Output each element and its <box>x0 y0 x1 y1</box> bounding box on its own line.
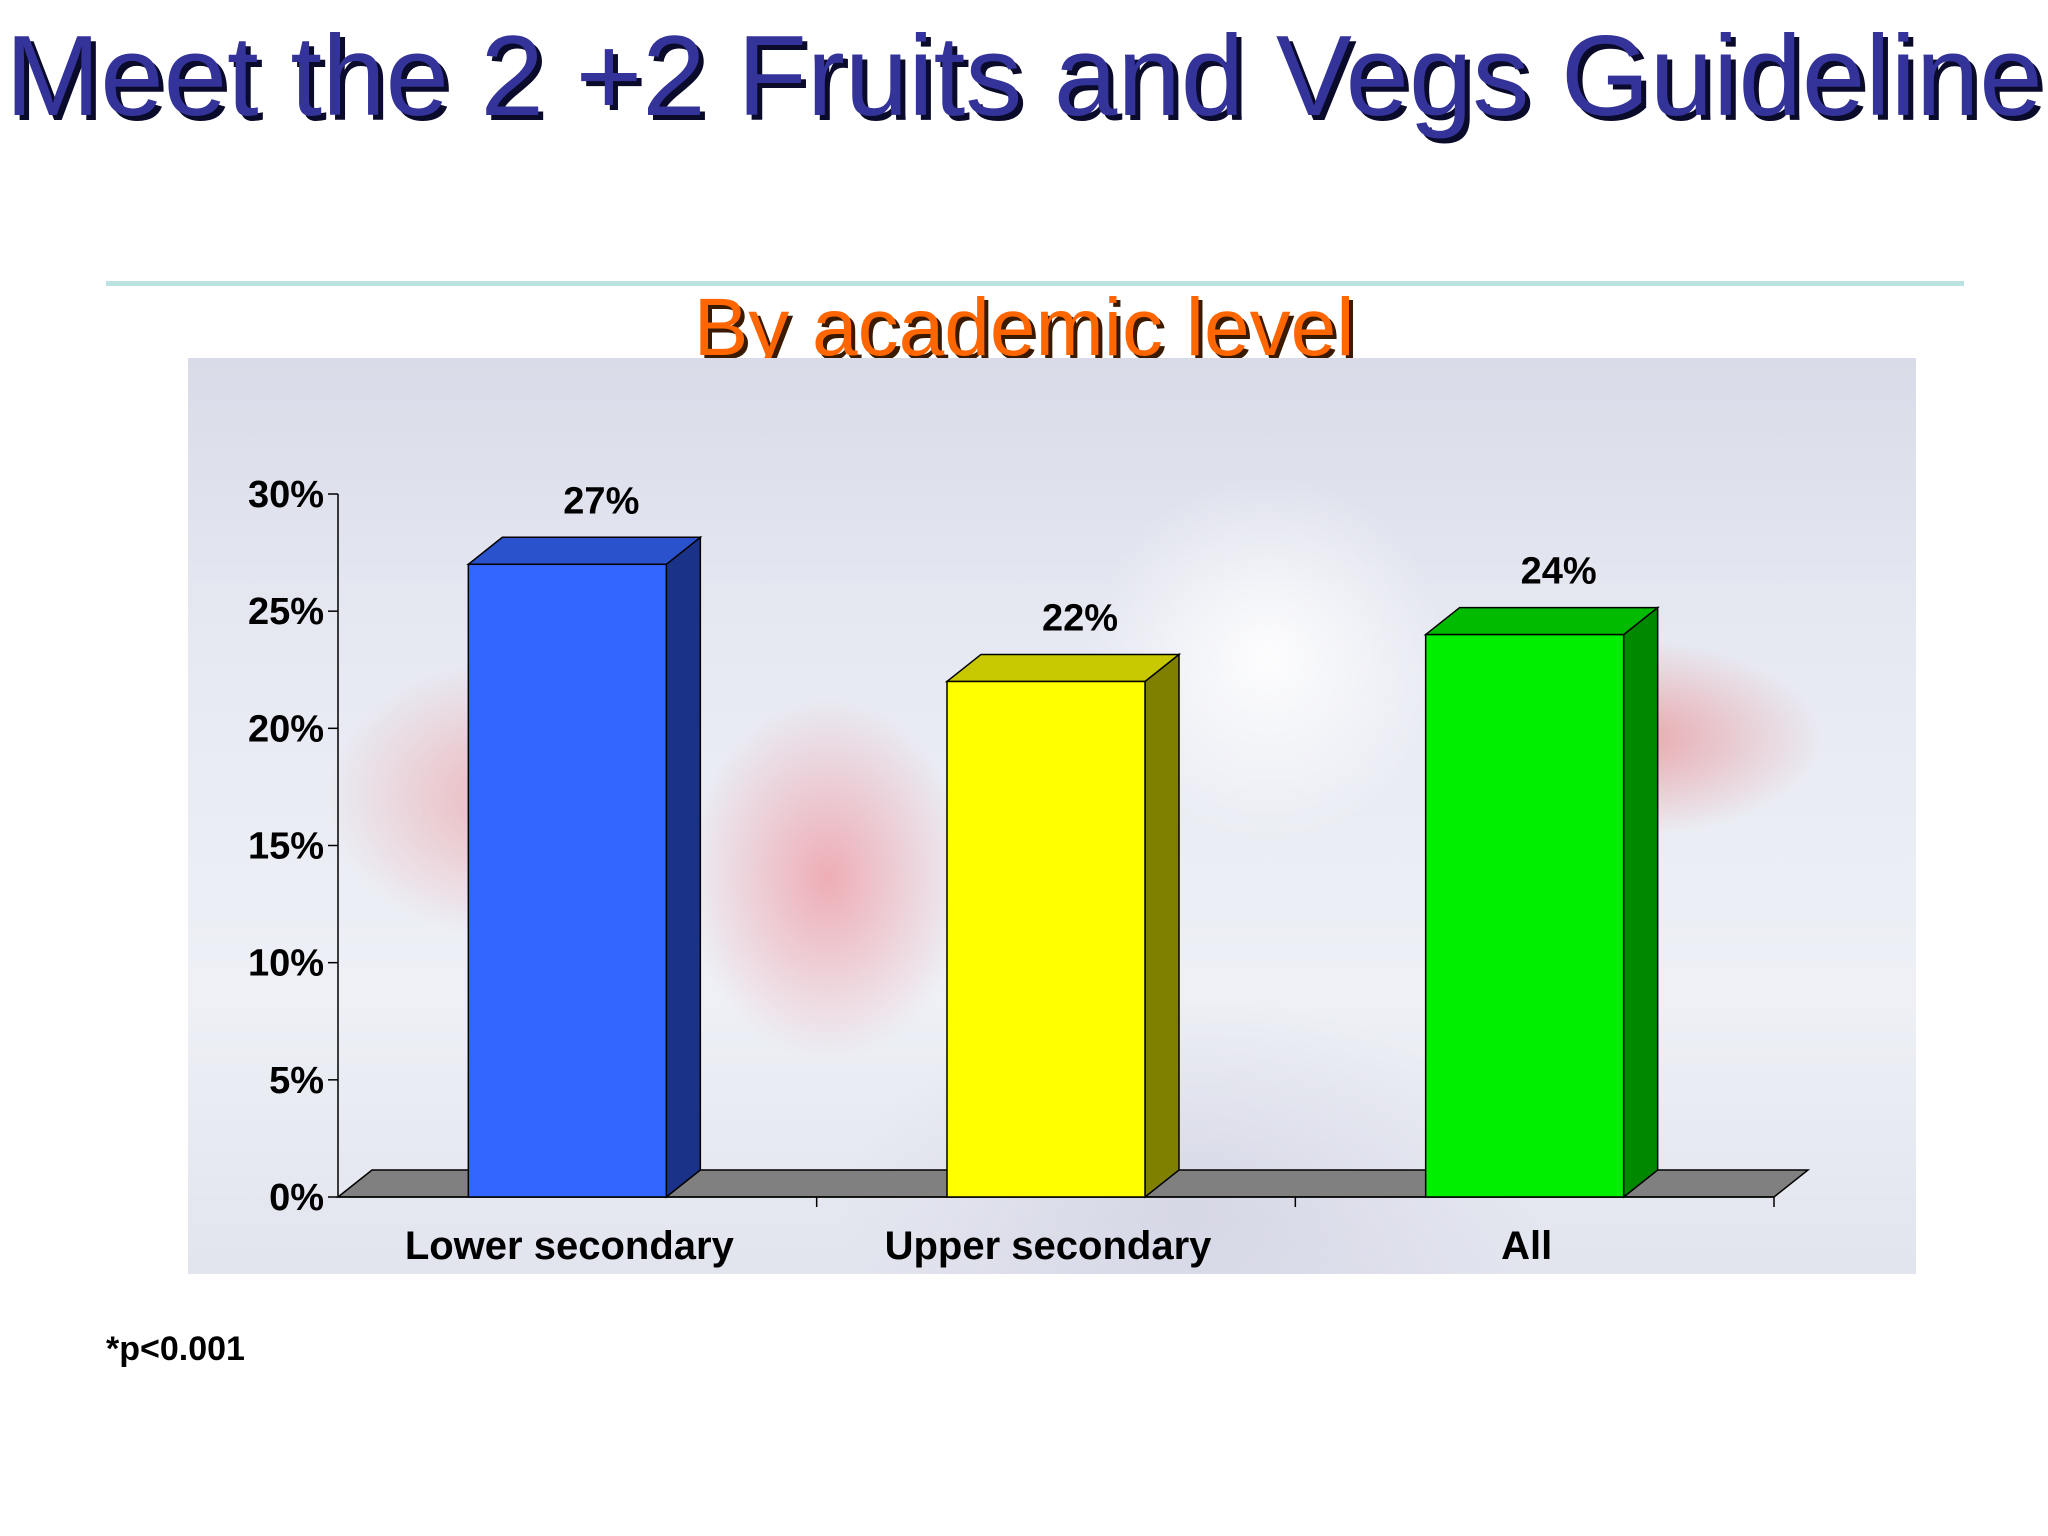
title-divider <box>106 281 1964 286</box>
x-tick-label: All <box>1501 1224 1552 1268</box>
bar-side <box>1622 606 1659 1199</box>
footnote: *p<0.001 <box>106 1330 245 1368</box>
data-label: 22% <box>1042 597 1118 639</box>
y-tick-label: 30% <box>248 474 324 516</box>
data-label: 24% <box>1521 551 1597 593</box>
slide-subtitle: By academic level <box>693 282 1355 373</box>
y-tick-label: 15% <box>248 826 324 868</box>
slide-title: Meet the 2 +2 Fruits and Vegs Guideline <box>5 13 2043 140</box>
x-tick-label: Upper secondary <box>885 1224 1213 1268</box>
y-tick-label: 0% <box>269 1177 324 1219</box>
y-tick-label: 25% <box>248 591 324 633</box>
bar-top <box>466 536 703 566</box>
x-tick-label: Lower secondary <box>405 1224 735 1268</box>
bar-top <box>1423 606 1660 636</box>
bar-top <box>944 653 1182 683</box>
y-tick-label: 10% <box>248 943 324 985</box>
y-tick-label: 5% <box>269 1060 324 1102</box>
bar <box>1424 633 1625 1198</box>
y-tick-label: 20% <box>248 708 324 750</box>
data-label: 27% <box>563 480 639 522</box>
bar <box>946 680 1146 1198</box>
bar <box>467 563 668 1198</box>
bar-side <box>665 535 702 1199</box>
bar-side <box>1144 652 1180 1199</box>
